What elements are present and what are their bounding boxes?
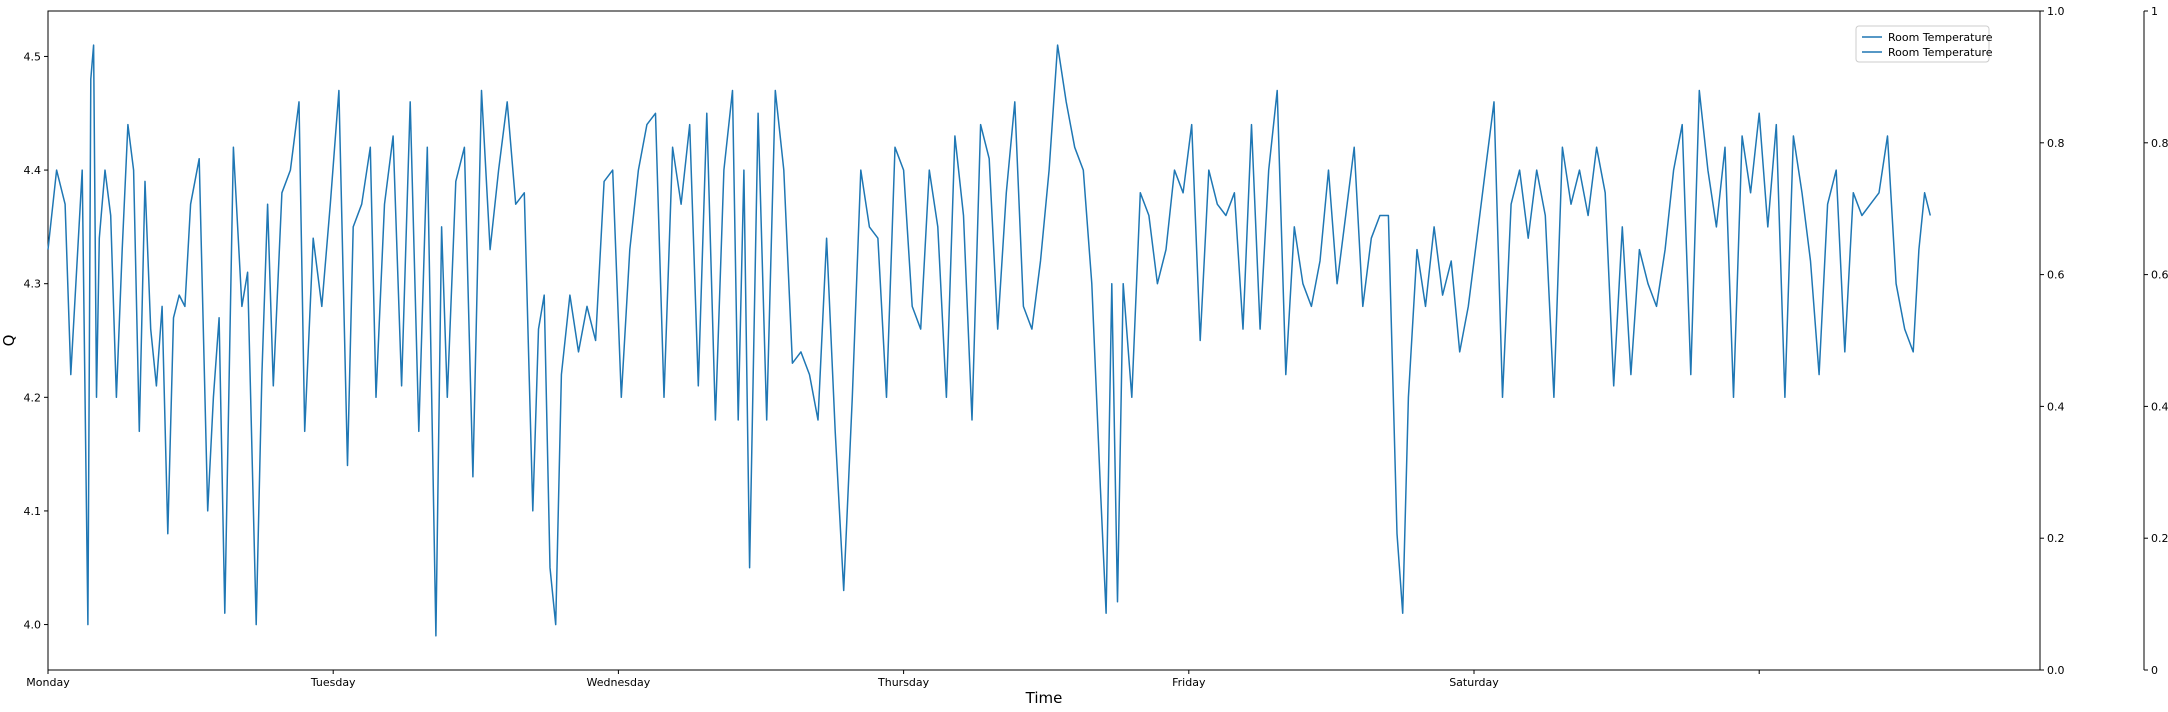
y3-tick-label: 0.2 [2151,532,2168,545]
y2-tick-label: 0.8 [2047,137,2065,150]
x-axis-title: Time [1025,689,1063,707]
y3-tick-label: 0.6 [2151,269,2168,282]
y3-tick-label: 1 [2151,5,2158,18]
x-tick-label: Monday [26,676,70,689]
series-line-room-temperature [47,44,1932,637]
x-tick-label: Friday [1172,676,1206,689]
y-tick-label: 4.5 [24,50,42,63]
y3-tick-label: 0.8 [2151,137,2168,150]
y-axis-right-1: 0.0 0.2 0.4 0.6 0.8 1.0 [2040,5,2065,677]
legend: Room Temperature Room Temperature [1855,25,1993,63]
x-tick-label: Saturday [1449,676,1499,689]
y3-tick-label: 0 [2151,664,2158,677]
y-tick-label: 4.4 [24,164,42,177]
y2-tick-label: 0.2 [2047,532,2065,545]
x-axis: Monday Tuesday Wednesday Thursday Friday Satu… [26,670,1760,689]
x-tick-label: Tuesday [310,676,356,689]
y-tick-label: 4.2 [24,391,42,404]
y-axis-left: 4.0 4.1 4.2 4.3 4.4 4.5 [24,50,48,632]
x-tick-label: Thursday [877,676,930,689]
plot-area-frame [47,10,2041,671]
y2-tick-label: 0.0 [2047,664,2065,677]
y2-tick-label: 1.0 [2047,5,2065,18]
y-tick-label: 4.0 [24,619,42,632]
legend-entry-label: Room Temperature [1888,46,1993,59]
y2-tick-label: 0.6 [2047,269,2065,282]
y-axis-right-2: 0 0.2 0.4 0.6 0.8 1 [2143,5,2168,677]
y3-tick-label: 0.4 [2151,400,2168,413]
y-tick-label: 4.3 [24,278,42,291]
legend-entry-label: Room Temperature [1888,31,1993,44]
legend-box [1855,25,1990,63]
x-tick-label: Wednesday [587,676,651,689]
y-tick-label: 4.1 [24,505,42,518]
y2-tick-label: 0.4 [2047,400,2065,413]
y-axis-title: Q [0,335,18,347]
